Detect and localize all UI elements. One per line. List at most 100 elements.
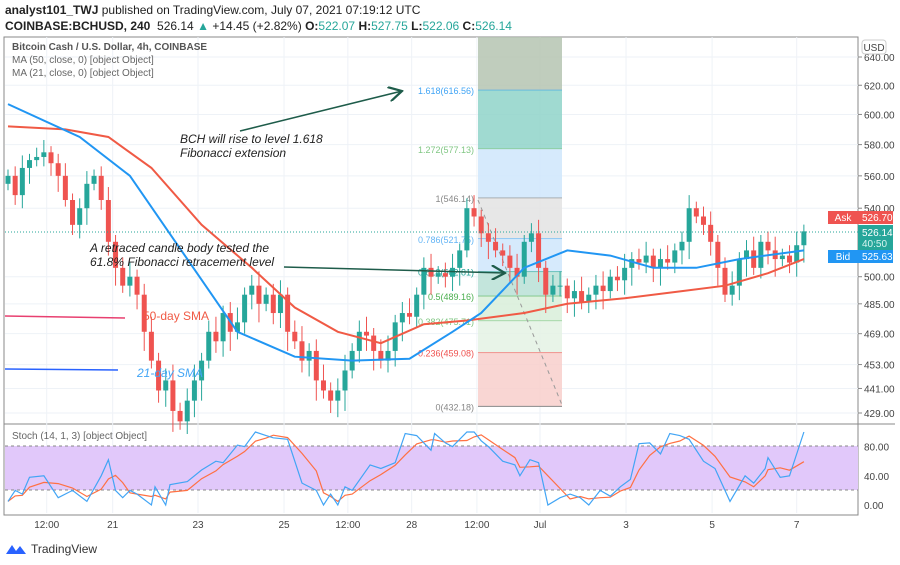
- tradingview-logo[interactable]: TradingView: [5, 542, 97, 556]
- candle-up: [744, 250, 750, 260]
- candle-down: [371, 335, 377, 351]
- candle-up: [41, 152, 47, 157]
- candle-up: [679, 241, 685, 251]
- candle-up: [191, 380, 197, 401]
- candle-down: [636, 259, 642, 263]
- candle-up: [571, 291, 577, 299]
- time-tick-label: 7: [794, 520, 800, 531]
- fib-trend-line: [477, 199, 563, 406]
- candle-up: [206, 331, 212, 361]
- ma50-line: [7, 125, 805, 345]
- bid-tag: [828, 250, 858, 263]
- candle-down: [299, 341, 305, 361]
- annotation-retrace-2: 61.8% Fibonacci retracement level: [90, 255, 274, 269]
- high-label: H:: [358, 19, 372, 33]
- candle-down: [442, 273, 448, 277]
- price-tick-label: 429.00: [864, 409, 895, 420]
- candle-down: [12, 175, 18, 196]
- time-tick-label: 12:00: [34, 520, 59, 531]
- legend-ma50[interactable]: MA (50, close, 0) [object Object]: [12, 55, 154, 66]
- time-tick-label: 25: [278, 520, 290, 531]
- price-change: +14.45 (+2.82%): [212, 19, 302, 33]
- candle-down: [507, 255, 513, 268]
- candle-up: [686, 208, 692, 242]
- candle-down: [378, 350, 384, 361]
- candle-down: [328, 390, 334, 401]
- candle-down: [751, 250, 757, 268]
- fib-band: [478, 271, 562, 297]
- candle-down: [478, 216, 484, 234]
- candle-down: [543, 267, 549, 295]
- candle-down: [715, 241, 721, 268]
- candle-up: [399, 313, 405, 323]
- candle-up: [521, 241, 527, 277]
- fib-band: [478, 37, 562, 91]
- candle-down: [471, 208, 477, 217]
- time-tick-label: 21: [107, 520, 119, 531]
- candle-down: [693, 208, 699, 217]
- ask-price-tag: [858, 211, 893, 224]
- stoch-band: [5, 446, 858, 490]
- time-tick-label: Jul: [534, 520, 547, 531]
- sma50-label-line: [4, 315, 126, 319]
- currency-label: USD: [863, 43, 884, 54]
- currency-badge[interactable]: [861, 39, 887, 55]
- fib-band: [478, 352, 562, 407]
- legend-ma21[interactable]: MA (21, close, 0) [object Object]: [12, 68, 154, 79]
- symbol: COINBASE:BCHUSD, 240: [5, 19, 151, 33]
- candle-down: [493, 241, 499, 251]
- time-tick-label: 5: [709, 520, 715, 531]
- candle-up: [643, 255, 649, 263]
- candle-down: [148, 331, 154, 361]
- candle-down: [48, 152, 54, 164]
- stoch-tick-label: 0.00: [864, 501, 884, 512]
- price-tick-label: 453.00: [864, 361, 895, 372]
- candle-up: [242, 294, 248, 323]
- candle-up: [335, 390, 341, 401]
- price-tick-label: 640.00: [864, 53, 895, 64]
- fib-band: [478, 238, 562, 272]
- fib-band: [478, 198, 562, 239]
- candle-down: [213, 331, 219, 342]
- candle-down: [614, 276, 620, 281]
- candle-up: [435, 273, 441, 277]
- candle-down: [500, 250, 506, 256]
- price-tick-label: 469.00: [864, 330, 895, 341]
- candle-down: [98, 175, 104, 201]
- price-tick-label: 485.00: [864, 300, 895, 311]
- time-tick-label: 3: [623, 520, 629, 531]
- candle-up: [19, 167, 25, 196]
- candle-down: [292, 331, 298, 342]
- publish-date: published on TradingView.com, July 07, 2…: [101, 3, 421, 17]
- ask-tag: [828, 211, 858, 224]
- candle-up: [77, 208, 83, 225]
- legend-stoch[interactable]: Stoch (14, 1, 3) [object Object]: [12, 431, 147, 442]
- candle-down: [141, 294, 147, 332]
- low-value: 522.06: [422, 19, 460, 33]
- candle-down: [55, 163, 61, 176]
- sma21-label-line: [4, 368, 119, 371]
- candle-up: [163, 380, 169, 391]
- candle-down: [700, 216, 706, 225]
- candle-down: [600, 285, 606, 292]
- stoch-tick-label: 80.00: [864, 443, 889, 454]
- candle-down: [270, 294, 276, 314]
- candle-down: [579, 291, 585, 302]
- candle-up: [414, 294, 420, 317]
- candle-up: [729, 285, 735, 295]
- price-tick-label: 540.00: [864, 204, 895, 215]
- retrace-arrow: [283, 267, 505, 273]
- candle-up: [199, 360, 205, 381]
- bid-price: 525.63: [862, 252, 893, 263]
- candle-down: [765, 241, 771, 251]
- candle-down: [407, 313, 413, 317]
- candle-up: [586, 294, 592, 302]
- candle-up: [27, 160, 33, 168]
- fib-level-label: 1.272(577.13): [418, 145, 474, 155]
- time-tick-label: 12:00: [335, 520, 360, 531]
- candle-up: [34, 156, 40, 161]
- candle-up: [672, 250, 678, 263]
- extension-arrow: [239, 91, 402, 132]
